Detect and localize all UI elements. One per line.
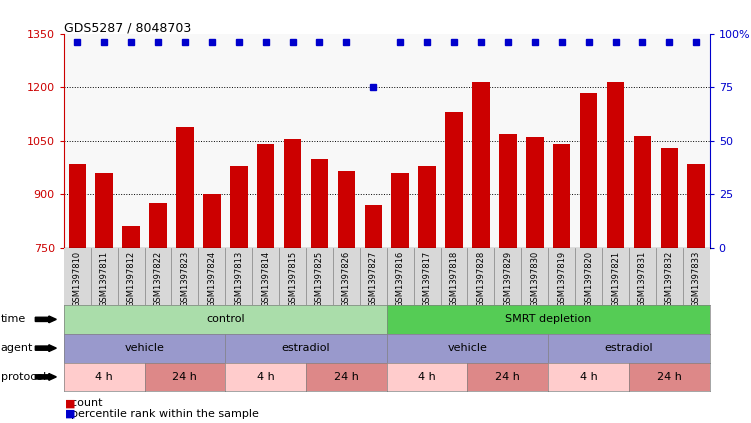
Text: GSM1397813: GSM1397813: [234, 251, 243, 307]
Text: estradiol: estradiol: [282, 343, 330, 353]
Bar: [499, 134, 517, 248]
Text: GDS5287 / 8048703: GDS5287 / 8048703: [64, 21, 191, 34]
Text: GSM1397833: GSM1397833: [692, 251, 701, 307]
Text: GSM1397831: GSM1397831: [638, 251, 647, 307]
Bar: [122, 226, 140, 248]
Bar: [364, 205, 382, 248]
Text: vehicle: vehicle: [125, 343, 164, 353]
Text: vehicle: vehicle: [448, 343, 487, 353]
Text: 4 h: 4 h: [580, 372, 598, 382]
Text: GSM1397810: GSM1397810: [73, 251, 82, 307]
Text: 24 h: 24 h: [334, 372, 359, 382]
Bar: [284, 139, 301, 248]
Text: GSM1397830: GSM1397830: [530, 251, 539, 307]
Text: ■: ■: [65, 409, 75, 419]
Text: GSM1397829: GSM1397829: [503, 251, 512, 307]
Text: GSM1397823: GSM1397823: [180, 251, 189, 307]
Text: 24 h: 24 h: [657, 372, 682, 382]
Text: GSM1397815: GSM1397815: [288, 251, 297, 307]
Text: GSM1397818: GSM1397818: [450, 251, 459, 307]
Text: GSM1397821: GSM1397821: [611, 251, 620, 307]
Text: 24 h: 24 h: [496, 372, 520, 382]
Text: percentile rank within the sample: percentile rank within the sample: [64, 409, 258, 419]
Text: ■: ■: [65, 398, 75, 408]
Text: 4 h: 4 h: [257, 372, 275, 382]
Text: estradiol: estradiol: [605, 343, 653, 353]
Bar: [230, 166, 248, 248]
Text: GSM1397811: GSM1397811: [100, 251, 109, 307]
Text: GSM1397826: GSM1397826: [342, 251, 351, 307]
Bar: [203, 194, 221, 248]
Bar: [472, 82, 490, 248]
Text: GSM1397822: GSM1397822: [153, 251, 162, 307]
Bar: [391, 173, 409, 248]
Text: GSM1397820: GSM1397820: [584, 251, 593, 307]
Bar: [338, 171, 355, 248]
Bar: [176, 126, 194, 248]
Text: GSM1397814: GSM1397814: [261, 251, 270, 307]
Text: 24 h: 24 h: [173, 372, 198, 382]
Bar: [661, 148, 678, 248]
Text: GSM1397817: GSM1397817: [423, 251, 432, 307]
Text: GSM1397812: GSM1397812: [127, 251, 136, 307]
Bar: [634, 135, 651, 248]
Bar: [607, 82, 624, 248]
Bar: [68, 164, 86, 248]
Bar: [311, 159, 328, 248]
Text: 4 h: 4 h: [95, 372, 113, 382]
Text: control: control: [206, 314, 245, 324]
Text: GSM1397825: GSM1397825: [315, 251, 324, 307]
Bar: [687, 164, 705, 248]
Text: time: time: [1, 314, 26, 324]
Bar: [580, 93, 597, 248]
Text: GSM1397819: GSM1397819: [557, 251, 566, 307]
Text: count: count: [64, 398, 102, 408]
Text: GSM1397827: GSM1397827: [369, 251, 378, 307]
Bar: [95, 173, 113, 248]
Bar: [149, 203, 167, 248]
Bar: [445, 113, 463, 248]
Bar: [418, 166, 436, 248]
Text: agent: agent: [1, 343, 33, 353]
Text: protocol: protocol: [1, 372, 46, 382]
Text: SMRT depletion: SMRT depletion: [505, 314, 592, 324]
Text: GSM1397824: GSM1397824: [207, 251, 216, 307]
Text: GSM1397816: GSM1397816: [396, 251, 405, 307]
Text: GSM1397828: GSM1397828: [476, 251, 485, 307]
Text: GSM1397832: GSM1397832: [665, 251, 674, 307]
Bar: [526, 137, 544, 248]
Text: 4 h: 4 h: [418, 372, 436, 382]
Bar: [257, 144, 274, 248]
Bar: [553, 144, 571, 248]
